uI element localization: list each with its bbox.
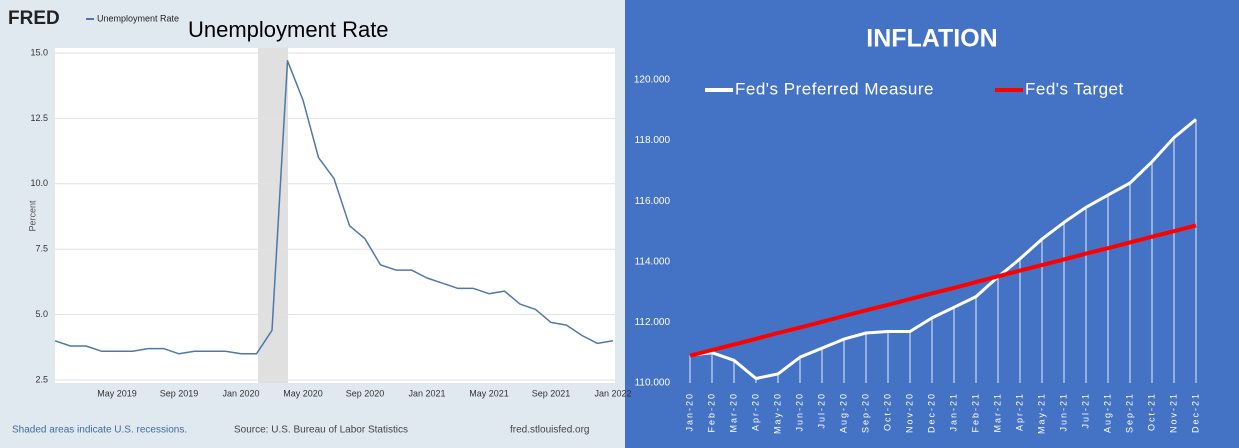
x-tick-label: May-21 [1036, 392, 1046, 434]
footer-source: Source: U.S. Bureau of Labor Statistics [234, 425, 408, 436]
x-tick-label: Nov-20 [904, 392, 914, 433]
logo: FRED [8, 8, 60, 29]
y-tick-label: 118.000 [635, 135, 671, 146]
x-tick-label: Jul-21 [1080, 392, 1090, 429]
y-tick-label: 12.5 [30, 113, 48, 123]
x-tick-label: Feb-20 [706, 392, 716, 433]
x-tick-label: Oct-20 [882, 392, 892, 431]
y-tick-label: 15.0 [30, 47, 48, 57]
x-tick-label: Oct-21 [1146, 392, 1156, 431]
x-tick-label: Aug-21 [1102, 392, 1112, 433]
x-tick-label: May 2019 [97, 388, 137, 398]
x-tick-label: Sep-20 [860, 392, 870, 433]
x-tick-label: Feb-21 [970, 392, 980, 433]
x-tick-label: Jan 2020 [222, 388, 259, 398]
x-tick-label: Mar-21 [992, 392, 1002, 433]
y-axis-label: Percent [27, 200, 37, 232]
x-tick-label: Jan-21 [948, 392, 958, 432]
series-line [689, 223, 1197, 358]
footer-site: fred.stlouisfed.org [510, 425, 590, 436]
x-tick-label: May 2020 [283, 388, 323, 398]
x-tick-label: Apr-21 [1014, 392, 1024, 431]
x-tick-label: Jun-21 [1058, 392, 1068, 432]
x-tick-label: May 2021 [469, 388, 509, 398]
footer-note: Shaded areas indicate U.S. recessions. [12, 425, 187, 436]
x-tick-label: May-20 [772, 392, 782, 434]
y-tick-label: 116.000 [635, 196, 671, 207]
x-tick-label: Sep 2021 [532, 388, 571, 398]
x-tick-label: Jan-20 [684, 392, 694, 432]
y-tick-label: 112.000 [635, 317, 671, 328]
recession-shade [258, 48, 288, 383]
series-line [54, 60, 614, 355]
y-tick-label: 7.5 [35, 244, 48, 254]
x-tick-label: Sep 2020 [346, 388, 385, 398]
legend-label: Unemployment Rate [97, 13, 179, 23]
chart-title: INFLATION [866, 25, 997, 53]
legend-label: Fed's Preferred Measure [735, 79, 934, 98]
y-tick-label: 10.0 [30, 178, 48, 188]
y-tick-label: 120.000 [634, 75, 671, 86]
x-tick-label: Sep-21 [1124, 392, 1134, 433]
x-tick-label: Jun-20 [794, 392, 804, 432]
x-tick-label: Dec-20 [926, 392, 936, 433]
x-tick-label: Jan 2022 [594, 388, 631, 398]
y-tick-label: 110.000 [635, 378, 671, 389]
x-tick-label: Sep 2019 [160, 388, 199, 398]
x-tick-label: Mar-20 [728, 392, 738, 433]
x-tick-label: Jan 2021 [408, 388, 445, 398]
y-tick-label: 2.5 [35, 374, 48, 384]
plot-area [55, 48, 615, 383]
y-tick-label: 5.0 [35, 309, 48, 319]
x-tick-label: Aug-20 [838, 392, 848, 433]
y-tick-label: 114.000 [635, 256, 671, 267]
x-tick-label: Jul-20 [816, 392, 826, 429]
x-tick-label: Dec-21 [1190, 392, 1200, 433]
chart-title: Unemployment Rate [188, 17, 389, 42]
x-tick-label: Apr-20 [750, 392, 760, 431]
x-tick-label: Nov-21 [1168, 392, 1178, 433]
series-line [689, 118, 1197, 380]
legend-label: Fed's Target [1025, 79, 1124, 98]
